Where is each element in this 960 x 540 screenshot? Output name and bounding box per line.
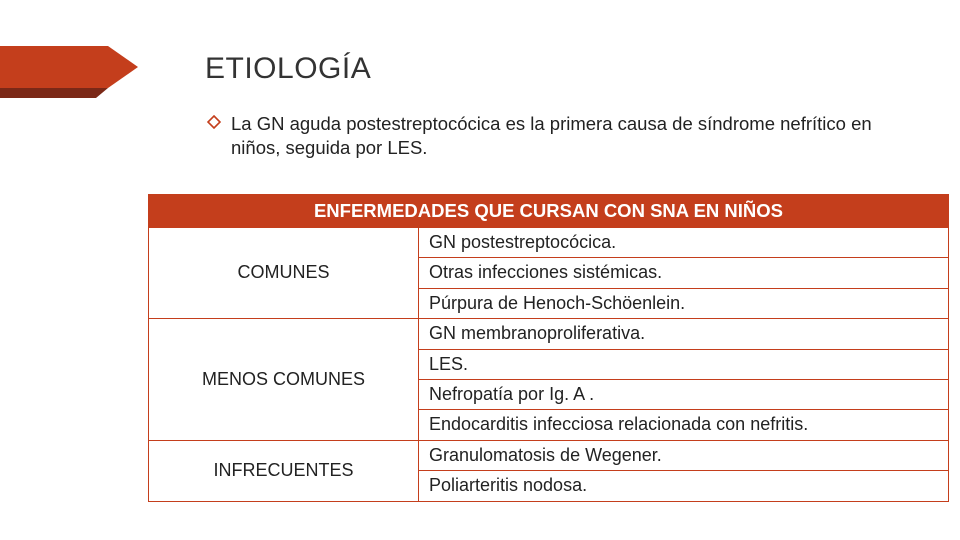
decorative-arrow	[0, 46, 140, 88]
table-cell: Púrpura de Henoch-Schöenlein.	[419, 288, 949, 318]
table-cell: Nefropatía por Ig. A .	[419, 379, 949, 409]
table-cell: Otras infecciones sistémicas.	[419, 258, 949, 288]
table-cell: LES.	[419, 349, 949, 379]
table-cell: GN membranoproliferativa.	[419, 319, 949, 349]
table-category: INFRECUENTES	[149, 440, 419, 501]
slide-title: ETIOLOGÍA	[205, 52, 925, 86]
table-category: MENOS COMUNES	[149, 319, 419, 441]
table-cell: Poliarteritis nodosa.	[419, 471, 949, 501]
table-cell: Endocarditis infecciosa relacionada con …	[419, 410, 949, 440]
etiology-table: ENFERMEDADES QUE CURSAN CON SNA EN NIÑOS…	[148, 194, 948, 502]
bullet-item: La GN aguda postestreptocócica es la pri…	[205, 112, 925, 161]
table-category: COMUNES	[149, 228, 419, 319]
table-cell: Granulomatosis de Wegener.	[419, 440, 949, 470]
bullet-text: La GN aguda postestreptocócica es la pri…	[231, 112, 925, 161]
table-cell: GN postestreptocócica.	[419, 228, 949, 258]
table-header: ENFERMEDADES QUE CURSAN CON SNA EN NIÑOS	[149, 195, 949, 228]
bullet-diamond-icon	[207, 115, 221, 134]
